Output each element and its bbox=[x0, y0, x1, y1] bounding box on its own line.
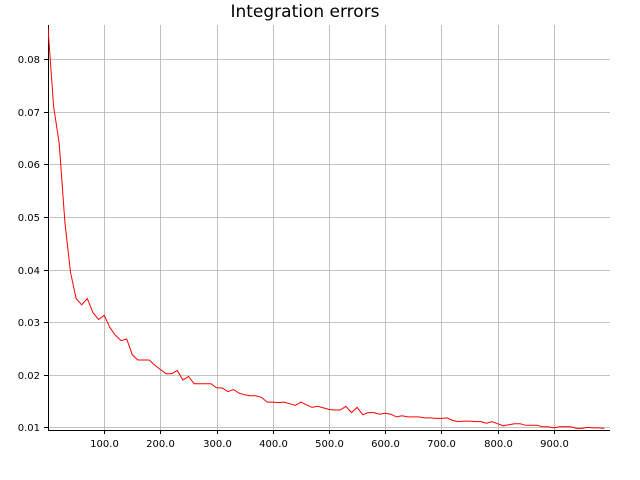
y-tick-label: 0.05 bbox=[18, 213, 40, 224]
y-tick-label: 0.01 bbox=[18, 423, 40, 434]
series-line bbox=[48, 27, 605, 429]
x-tick-label: 500.0 bbox=[315, 439, 344, 450]
x-tick-label: 200.0 bbox=[146, 439, 175, 450]
x-tick-label: 600.0 bbox=[371, 439, 400, 450]
y-axis-ticks: 0.01 0.02 0.03 0.04 0.05 0.06 0.07 0.08 bbox=[18, 55, 48, 434]
x-tick-label: 900.0 bbox=[540, 439, 569, 450]
plot-frame bbox=[48, 25, 610, 431]
y-tick-label: 0.04 bbox=[18, 266, 40, 277]
y-tick-label: 0.03 bbox=[18, 318, 40, 329]
series-layer bbox=[48, 27, 605, 429]
x-tick-label: 800.0 bbox=[484, 439, 513, 450]
x-tick-label: 700.0 bbox=[427, 439, 456, 450]
x-tick-label: 100.0 bbox=[90, 439, 119, 450]
x-tick-label: 300.0 bbox=[203, 439, 232, 450]
grid-lines bbox=[48, 25, 610, 430]
x-axis-ticks: 100.0 200.0 300.0 400.0 500.0 600.0 700.0 800.0… bbox=[90, 430, 569, 450]
chart-title: Integration errors bbox=[230, 2, 380, 22]
x-tick-label: 400.0 bbox=[259, 439, 288, 450]
y-tick-label: 0.02 bbox=[18, 371, 40, 382]
y-tick-label: 0.07 bbox=[18, 108, 40, 119]
y-tick-label: 0.08 bbox=[18, 55, 40, 66]
y-tick-label: 0.06 bbox=[18, 160, 40, 171]
